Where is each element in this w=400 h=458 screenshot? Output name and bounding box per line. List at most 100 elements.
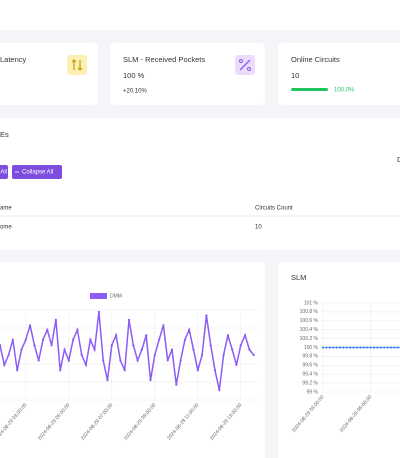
- data-point: [332, 346, 335, 349]
- data-point: [89, 338, 92, 341]
- data-point: [97, 310, 100, 313]
- series-line: [0, 311, 255, 391]
- data-point: [24, 338, 27, 341]
- data-point: [80, 353, 83, 357]
- data-point: [349, 346, 352, 349]
- data-point: [132, 344, 135, 347]
- icon-percent: [239, 59, 251, 71]
- data-point: [72, 338, 75, 341]
- data-point: [166, 359, 169, 362]
- panel: [0, 118, 400, 250]
- y-tick-label: 100.6 %: [300, 318, 319, 324]
- data-point: [369, 346, 372, 349]
- y-tick-label: 100 %: [304, 345, 319, 351]
- data-point: [393, 346, 396, 349]
- data-point: [170, 348, 174, 351]
- panel-label: D: [397, 155, 400, 164]
- data-point: [386, 346, 389, 349]
- y-tick-label: 99.4 %: [302, 372, 318, 378]
- icon-arrows: [71, 59, 83, 71]
- data-point: [379, 346, 382, 349]
- icon-percent: [239, 59, 243, 63]
- data-point: [102, 359, 105, 362]
- data-point: [140, 348, 143, 351]
- y-tick-label: 99.2 %: [302, 380, 318, 386]
- data-point: [46, 328, 49, 331]
- data-point: [239, 344, 242, 347]
- data-point: [59, 369, 62, 372]
- data-point: [123, 369, 126, 372]
- data-point: [352, 346, 355, 349]
- data-point: [93, 348, 96, 351]
- data-point: [145, 334, 148, 337]
- icon: [67, 55, 87, 75]
- data-point: [29, 324, 32, 327]
- data-point: [342, 346, 345, 349]
- data-point: [110, 344, 113, 347]
- data-point: [338, 346, 342, 349]
- data-point: [33, 344, 36, 347]
- button-label[interactable]: All: [0, 170, 7, 176]
- data-point: [11, 338, 14, 341]
- card-value: 100 %: [123, 71, 145, 80]
- data-point: [153, 353, 156, 357]
- data-point: [389, 346, 393, 349]
- data-point: [84, 363, 88, 366]
- data-point: [396, 346, 399, 349]
- data-point: [196, 369, 199, 372]
- data-point: [205, 314, 208, 317]
- data-point: [3, 363, 6, 366]
- y-tick-label: 99 %: [307, 389, 319, 395]
- table-header: Circuits Count: [255, 206, 293, 212]
- progress-label: 100.0%: [334, 88, 355, 94]
- data-point: [175, 383, 178, 386]
- table-header: ame: [0, 206, 12, 212]
- data-point: [149, 379, 152, 382]
- button[interactable]: [0, 165, 8, 179]
- data-point: [119, 359, 122, 362]
- y-tick-label: 100.2 %: [300, 336, 319, 342]
- card-title: Online Circuits: [291, 55, 340, 64]
- progress-bar: [291, 88, 328, 91]
- data-point: [76, 328, 79, 331]
- data-point: [218, 389, 221, 392]
- data-point: [50, 344, 53, 347]
- legend-label: DMM: [110, 293, 122, 299]
- card-title: Latency: [0, 55, 27, 64]
- icon-percent: [247, 67, 251, 71]
- data-point: [244, 334, 247, 337]
- data-point: [213, 369, 217, 372]
- chart-panel: [278, 262, 400, 458]
- data-point: [41, 338, 45, 341]
- button-label[interactable]: Collapse All: [22, 170, 53, 176]
- data-point: [20, 348, 23, 351]
- data-point: [67, 359, 70, 362]
- data-point: [183, 338, 186, 341]
- y-tick-label: 100.8 %: [300, 309, 319, 315]
- data-point: [325, 346, 328, 349]
- data-point: [162, 324, 165, 327]
- data-point: [0, 344, 2, 347]
- data-point: [366, 346, 369, 349]
- card-title: SLM - Received Pockets: [123, 55, 205, 64]
- card-value: 10: [291, 71, 299, 80]
- data-point: [328, 346, 331, 349]
- data-point: [188, 328, 191, 331]
- data-point: [179, 359, 182, 362]
- data-point: [235, 363, 238, 366]
- data-point: [321, 346, 325, 349]
- data-point: [362, 346, 365, 349]
- chart-title: SLM: [291, 273, 306, 282]
- data-point: [248, 348, 251, 351]
- data-point: [231, 348, 234, 351]
- data-point: [376, 346, 379, 349]
- button[interactable]: [12, 165, 62, 179]
- data-point: [136, 359, 139, 362]
- data-point: [252, 353, 255, 357]
- data-point: [37, 359, 40, 362]
- y-tick-label: 99.8 %: [302, 354, 318, 360]
- data-point: [16, 369, 19, 372]
- top-bar: [0, 0, 400, 30]
- data-point: [222, 353, 225, 357]
